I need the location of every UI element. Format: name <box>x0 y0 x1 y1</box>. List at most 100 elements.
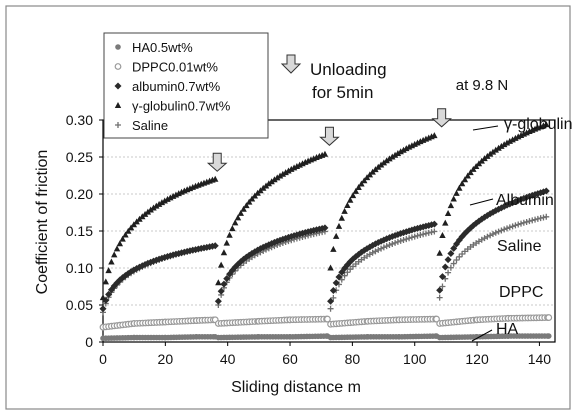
data-point <box>433 315 440 323</box>
data-point <box>436 294 443 301</box>
data-point <box>436 249 443 256</box>
data-point <box>265 180 273 187</box>
data-point <box>380 159 388 166</box>
y-tick-label: 0.05 <box>66 297 93 313</box>
data-point <box>347 266 354 273</box>
data-point <box>438 273 446 281</box>
data-point <box>444 210 452 217</box>
data-point <box>223 275 231 283</box>
data-point <box>285 167 292 174</box>
data-point <box>375 163 382 170</box>
data-point <box>330 294 337 301</box>
legend: HA0.5wt% DPPC0.01wt% albumin0.7wt% γ-globul… <box>103 32 269 139</box>
curve-label-leader <box>472 125 499 131</box>
legend-label: albumin0.7wt% <box>132 79 221 94</box>
data-point <box>147 206 154 213</box>
data-point <box>450 244 458 252</box>
data-point <box>229 225 236 232</box>
data-point <box>386 242 393 249</box>
data-marks <box>99 121 553 342</box>
data-point <box>105 290 113 298</box>
data-point <box>453 189 460 196</box>
data-point <box>532 216 539 223</box>
axis-ticks: 0 0.05 0.10 0.15 0.20 0.25 0.30 0 20 40 60 80 100 120… <box>66 112 552 367</box>
data-point <box>417 232 424 239</box>
data-point <box>223 239 230 246</box>
data-point <box>332 279 340 287</box>
data-point <box>425 229 432 236</box>
data-point <box>400 146 407 153</box>
data-point <box>389 240 396 247</box>
data-point <box>335 222 343 229</box>
data-point <box>375 246 382 253</box>
data-point <box>352 187 360 194</box>
curve-label: Albumin <box>496 192 554 209</box>
data-point <box>108 258 115 265</box>
data-point <box>484 152 491 159</box>
data-point <box>447 202 455 209</box>
data-point <box>540 214 547 221</box>
data-point <box>115 122 121 128</box>
data-point <box>99 294 107 301</box>
data-point <box>543 121 550 128</box>
data-point <box>346 196 354 203</box>
data-point <box>408 234 415 241</box>
data-point <box>406 235 413 242</box>
data-point <box>411 233 418 240</box>
data-point <box>217 287 225 295</box>
data-point <box>240 205 247 212</box>
x-tick-label: 0 <box>99 351 107 367</box>
legend-box <box>103 32 269 139</box>
data-point <box>234 214 242 221</box>
legend-label: Saline <box>132 118 168 133</box>
unloading-arrow <box>431 108 452 128</box>
y-tick-label: 0.20 <box>66 186 93 202</box>
data-point <box>489 148 497 155</box>
data-point <box>391 151 399 158</box>
data-point <box>542 187 550 195</box>
data-point <box>113 245 121 252</box>
data-point <box>341 272 348 279</box>
unloading-arrow <box>319 126 340 146</box>
x-tick-label: 120 <box>465 351 489 367</box>
data-point <box>537 215 544 222</box>
legend-label: HA0.5wt% <box>132 40 193 55</box>
data-point <box>268 178 275 185</box>
data-point <box>237 209 244 216</box>
data-point <box>332 232 340 239</box>
data-point <box>526 218 533 225</box>
series-ha <box>100 333 552 342</box>
data-point <box>164 195 171 202</box>
data-point <box>324 315 331 323</box>
data-point <box>327 305 334 312</box>
data-point <box>344 269 351 276</box>
data-point <box>486 150 494 157</box>
data-point <box>217 261 225 268</box>
data-point <box>501 226 508 233</box>
curve-label: DPPC <box>499 284 543 301</box>
data-point <box>506 224 513 231</box>
data-point <box>534 215 541 222</box>
data-point <box>498 227 505 234</box>
curve-labels: HA DPPC Albumin γ-globulin Saline <box>469 116 572 342</box>
data-point <box>282 169 289 176</box>
data-point <box>125 227 132 234</box>
data-point <box>383 243 390 250</box>
data-point <box>274 174 281 181</box>
x-tick-label: 40 <box>220 351 236 367</box>
data-point <box>231 219 239 226</box>
data-point <box>99 305 107 313</box>
data-point <box>436 286 444 294</box>
data-point <box>461 176 469 183</box>
data-point <box>430 220 438 228</box>
x-tick-label: 100 <box>403 351 427 367</box>
data-point <box>116 240 124 247</box>
data-point <box>122 231 129 238</box>
unloading-note-arrow <box>280 54 302 74</box>
y-tick-label: 0.30 <box>66 112 93 128</box>
data-point <box>392 239 399 246</box>
data-point <box>262 182 270 189</box>
data-point <box>105 267 112 274</box>
data-point <box>335 273 343 281</box>
